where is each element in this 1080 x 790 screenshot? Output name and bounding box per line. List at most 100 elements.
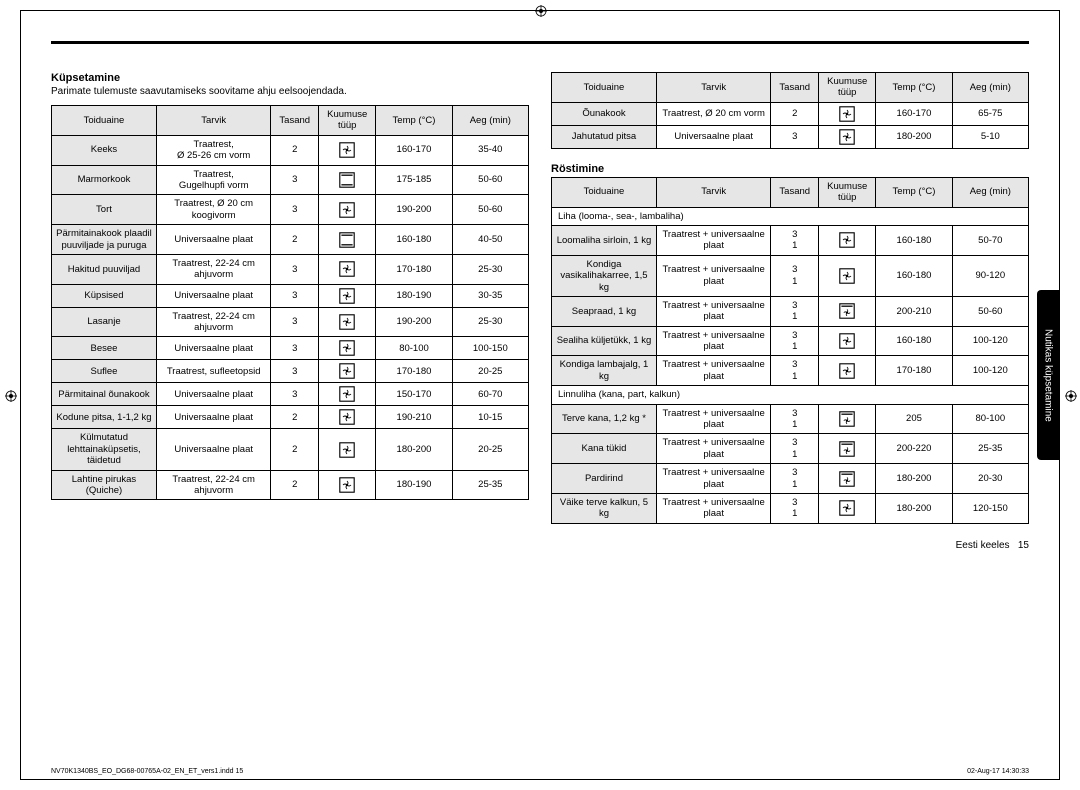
top-bottom-icon [339, 174, 355, 185]
baking-table: Toiduaine Tarvik Tasand Kuumuse tüüp Tem… [51, 105, 529, 500]
table-row: TortTraatrest, Ø 20 cm koogivorm3190-200… [52, 195, 529, 225]
cell-heat [819, 225, 876, 255]
table-row: Kondiga vasikalihakarree, 1,5 kgTraatres… [552, 255, 1029, 296]
cell-acc: Traatrest + universaalne plaat [656, 255, 770, 296]
cell-acc: Traatrest, 22-24 cm ahjuvorm [156, 307, 270, 337]
cell-heat [319, 337, 376, 360]
cell-heat [819, 125, 876, 148]
page-footer: Eesti keeles 15 [551, 540, 1029, 551]
fan-icon [339, 389, 355, 400]
cell-acc: Traatrest + universaalne plaat [656, 493, 770, 523]
fan-icon [839, 365, 855, 376]
cell-food: Kana tükid [552, 434, 657, 464]
table-row: KeeksTraatrest,Ø 25-26 cm vorm2160-17035… [52, 135, 529, 165]
cell-level: 3 [271, 383, 319, 406]
meta-left: NV70K1340BS_EO_DG68-00765A-02_EN_ET_vers… [51, 768, 243, 775]
meta-right: 02-Aug-17 14:30:33 [967, 768, 1029, 775]
cell-acc: Universaalne plaat [156, 337, 270, 360]
table-row: LasanjeTraatrest, 22-24 cm ahjuvorm3190-… [52, 307, 529, 337]
cell-time: 80-100 [952, 404, 1028, 434]
cell-heat [819, 356, 876, 386]
cell-level: 2 [271, 135, 319, 165]
cell-temp: 205 [876, 404, 952, 434]
cell-time: 50-60 [952, 296, 1028, 326]
cell-time: 35-40 [452, 135, 528, 165]
cell-food: Kodune pitsa, 1-1,2 kg [52, 406, 157, 429]
cell-level: 3 [271, 360, 319, 383]
th-acc: Tarvik [656, 73, 770, 103]
cell-heat [319, 254, 376, 284]
cell-heat [319, 360, 376, 383]
table-row: Sealiha küljetükk, 1 kgTraatrest + unive… [552, 326, 1029, 356]
th-level: Tasand [771, 73, 819, 103]
tab-label: Nutikas küpsetamine [1043, 329, 1054, 422]
cell-temp: 200-210 [876, 296, 952, 326]
table-row: ÕunakookTraatrest, Ø 20 cm vorm2160-1706… [552, 102, 1029, 125]
cell-acc: Universaalne plaat [156, 225, 270, 255]
th-time: Aeg (min) [952, 177, 1028, 207]
cell-temp: 160-180 [876, 255, 952, 296]
th-heat: Kuumuse tüüp [819, 73, 876, 103]
cell-food: Pärmitainakook plaadil puuviljade ja pur… [52, 225, 157, 255]
cell-time: 65-75 [952, 102, 1028, 125]
cell-heat [319, 470, 376, 500]
cell-heat [819, 493, 876, 523]
fan-top-icon [839, 443, 855, 454]
cell-temp: 80-100 [376, 337, 452, 360]
cell-acc: Traatrest + universaalne plaat [656, 434, 770, 464]
cell-food: Besee [52, 337, 157, 360]
fan-icon [839, 336, 855, 347]
cell-level: 31 [771, 493, 819, 523]
cell-temp: 150-170 [376, 383, 452, 406]
meta-footer: NV70K1340BS_EO_DG68-00765A-02_EN_ET_vers… [51, 768, 1029, 775]
cell-food: Väike terve kalkun, 5 kg [552, 493, 657, 523]
cell-heat [319, 383, 376, 406]
cell-temp: 160-180 [876, 225, 952, 255]
th-acc: Tarvik [156, 106, 270, 136]
cell-level: 31 [771, 296, 819, 326]
cell-acc: Universaalne plaat [156, 284, 270, 307]
cell-temp: 200-220 [876, 434, 952, 464]
cell-time: 90-120 [952, 255, 1028, 296]
cell-food: Lasanje [52, 307, 157, 337]
th-food: Toiduaine [552, 73, 657, 103]
cell-food: Pardirind [552, 464, 657, 494]
cell-temp: 180-200 [876, 493, 952, 523]
cell-time: 10-15 [452, 406, 528, 429]
cell-heat [319, 135, 376, 165]
cell-level: 3 [271, 165, 319, 195]
cell-time: 25-30 [452, 307, 528, 337]
cell-food: Külmutatud lehttainaküpsetis, täidetud [52, 429, 157, 470]
cell-level: 2 [271, 470, 319, 500]
cell-acc: Traatrest,Gugelhupfi vorm [156, 165, 270, 195]
th-temp: Temp (°C) [876, 73, 952, 103]
baking-table-head: Toiduaine Tarvik Tasand Kuumuse tüüp Tem… [52, 106, 529, 136]
cell-level: 2 [271, 429, 319, 470]
cell-time: 60-70 [452, 383, 528, 406]
table-row: Kana tükidTraatrest + universaalne plaat… [552, 434, 1029, 464]
reg-mark-left-icon [5, 390, 15, 400]
table-row: MarmorkookTraatrest,Gugelhupfi vorm3175-… [52, 165, 529, 195]
cell-level: 3 [271, 284, 319, 307]
cell-temp: 190-210 [376, 406, 452, 429]
fan-icon [839, 235, 855, 246]
th-temp: Temp (°C) [376, 106, 452, 136]
cell-temp: 170-180 [376, 254, 452, 284]
cell-acc: Traatrest + universaalne plaat [656, 296, 770, 326]
fan-icon [839, 108, 855, 119]
cell-temp: 180-200 [876, 125, 952, 148]
th-temp: Temp (°C) [876, 177, 952, 207]
group-label: Linnuliha (kana, part, kalkun) [552, 386, 1029, 404]
table-row: Külmutatud lehttainaküpsetis, täidetudUn… [52, 429, 529, 470]
cell-temp: 180-200 [376, 429, 452, 470]
cell-temp: 160-180 [876, 326, 952, 356]
group-row: Liha (looma-, sea-, lambaliha) [552, 207, 1029, 225]
cell-temp: 175-185 [376, 165, 452, 195]
header-divider [51, 41, 1029, 44]
footer-page: 15 [1018, 540, 1029, 551]
table-row: Väike terve kalkun, 5 kgTraatrest + univ… [552, 493, 1029, 523]
cell-time: 20-30 [952, 464, 1028, 494]
fan-icon [339, 290, 355, 301]
cell-time: 25-35 [452, 470, 528, 500]
cell-heat [819, 296, 876, 326]
